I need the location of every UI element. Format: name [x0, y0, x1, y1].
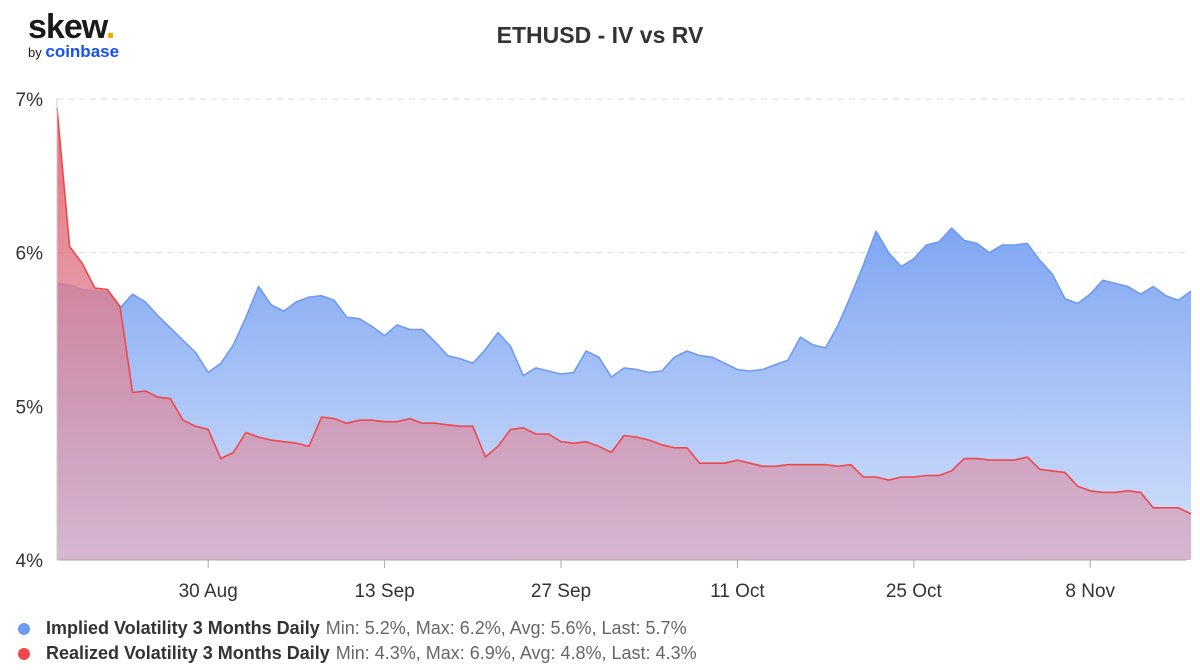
chart-canvas: 4% 5% 6% 7% 30 Aug 13 Sep 27 Sep 11 Oct 25 Oct 8 … — [16, 90, 1192, 602]
x-tick-label: 27 Sep — [531, 581, 591, 602]
x-tick-label: 13 Sep — [354, 581, 414, 602]
coinbase-wordmark: coinbase — [45, 42, 120, 61]
legend-item-realized-volatility[interactable]: Realized Volatility 3 Months Daily Min: … — [18, 641, 697, 666]
series-areas — [56, 108, 1192, 560]
skew-logo: skew. by coinbase — [28, 8, 119, 60]
chart-title: ETHUSD - IV vs RV — [496, 22, 704, 48]
logo-wordmark: skew. — [28, 8, 116, 46]
x-tick-label: 30 Aug — [179, 581, 238, 602]
x-tick-label: 8 Nov — [1065, 581, 1115, 602]
x-tick-label: 25 Oct — [886, 581, 943, 602]
legend-marker-implied — [18, 622, 30, 635]
series-line-realized — [56, 108, 1192, 515]
legend-label-realized: Realized Volatility 3 Months Daily — [46, 643, 330, 663]
series-area-realized — [57, 108, 1191, 560]
legend-label-implied: Implied Volatility 3 Months Daily — [46, 618, 320, 638]
series-line-implied — [56, 227, 1192, 378]
x-tick-label: 11 Oct — [710, 581, 765, 602]
y-tick-label: 4% — [16, 551, 44, 572]
logo-byline: by coinbase — [28, 42, 120, 61]
legend: Implied Volatility 3 Months Daily Min: 5… — [18, 616, 697, 666]
legend-marker-realized — [18, 647, 30, 660]
legend-stats-realized: Min: 4.3%, Max: 6.9%, Avg: 4.8%, Last: 4… — [335, 643, 697, 663]
legend-stats-implied: Min: 5.2%, Max: 6.2%, Avg: 5.6%, Last: 5… — [325, 618, 687, 638]
y-tick-label: 5% — [16, 397, 44, 418]
axes: 4% 5% 6% 7% 30 Aug 13 Sep 27 Sep 11 Oct 25 Oct 8 … — [16, 90, 1186, 602]
y-tick-label: 7% — [16, 90, 44, 111]
legend-item-implied-volatility[interactable]: Implied Volatility 3 Months Daily Min: 5… — [18, 616, 697, 641]
y-tick-label: 6% — [16, 244, 44, 265]
logo-dot: . — [105, 8, 116, 46]
